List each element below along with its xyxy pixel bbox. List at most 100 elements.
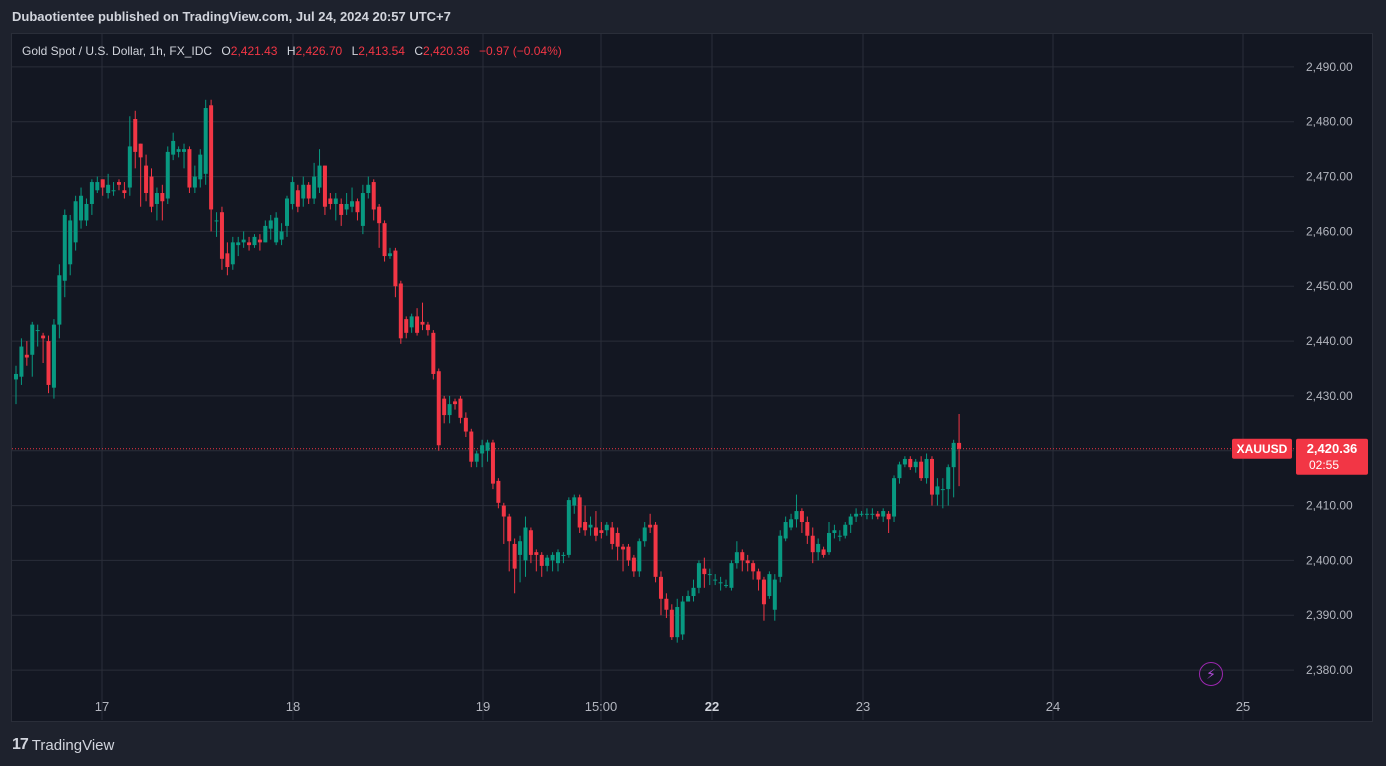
symbol-tag bbox=[1232, 438, 1292, 459]
candle-body bbox=[539, 554, 544, 566]
candle-body bbox=[756, 571, 761, 580]
candle-body bbox=[436, 371, 441, 446]
candle-body bbox=[317, 165, 322, 188]
tradingview-logo[interactable]: 17 TradingView bbox=[12, 736, 114, 754]
candle-body bbox=[187, 149, 192, 188]
candle-body bbox=[154, 193, 159, 204]
candle-body bbox=[409, 316, 414, 328]
x-tick-label: 24 bbox=[1046, 699, 1060, 714]
candle-body bbox=[480, 445, 485, 454]
candle-body bbox=[393, 250, 398, 287]
candle-body bbox=[691, 587, 696, 597]
candle-body bbox=[241, 239, 246, 243]
candle-body bbox=[263, 225, 268, 243]
candle-body bbox=[133, 118, 138, 152]
candle-body bbox=[100, 179, 105, 188]
candle-body bbox=[767, 574, 772, 597]
candle-body bbox=[610, 527, 615, 544]
candle-body bbox=[935, 486, 940, 495]
x-tick-label: 23 bbox=[856, 699, 870, 714]
candle-body bbox=[398, 283, 403, 339]
candle-body bbox=[534, 552, 539, 555]
candle-body bbox=[84, 203, 89, 221]
candle-body bbox=[713, 579, 718, 581]
candle-body bbox=[431, 332, 436, 374]
candle-body bbox=[328, 198, 333, 204]
candle-body bbox=[458, 398, 463, 418]
low-label: L bbox=[351, 44, 359, 58]
candle-body bbox=[702, 568, 707, 575]
candle-body bbox=[669, 609, 674, 638]
candle-body bbox=[138, 143, 143, 158]
publish-header: Dubaotientee published on TradingView.co… bbox=[12, 9, 451, 24]
candle-body bbox=[371, 182, 376, 210]
x-tick-label: 17 bbox=[95, 699, 109, 714]
y-tick-label: 2,490.00 bbox=[1306, 60, 1353, 74]
candle-body bbox=[881, 511, 886, 517]
open-label: O bbox=[221, 44, 231, 58]
chart-legend: Gold Spot / U.S. Dollar, 1h, FX_IDC O2,4… bbox=[22, 44, 562, 58]
candle-body bbox=[566, 500, 571, 555]
last-price-tag bbox=[1296, 438, 1368, 475]
candle-body bbox=[751, 563, 756, 572]
candle-body bbox=[171, 140, 176, 155]
candle-body bbox=[496, 480, 501, 503]
candle-body bbox=[247, 242, 252, 246]
candle-body bbox=[832, 530, 837, 533]
instrument-label: Gold Spot / U.S. Dollar, 1h, FX_IDC bbox=[22, 44, 213, 58]
candle-body bbox=[51, 324, 56, 388]
candle-body bbox=[859, 513, 864, 515]
candle-body bbox=[724, 585, 729, 587]
candle-body bbox=[794, 511, 799, 520]
candle-body bbox=[577, 497, 582, 528]
candle-body bbox=[182, 149, 187, 152]
candle-body bbox=[686, 596, 691, 602]
candle-body bbox=[95, 182, 100, 191]
candle-body bbox=[778, 535, 783, 577]
candle-body bbox=[453, 401, 458, 405]
candle-body bbox=[501, 505, 506, 517]
candle-body bbox=[615, 532, 620, 547]
candle-body bbox=[707, 574, 712, 576]
candle-body bbox=[875, 513, 880, 517]
candle-body bbox=[843, 524, 848, 536]
candle-body bbox=[209, 105, 214, 210]
candle-body bbox=[864, 513, 869, 515]
candle-body bbox=[127, 146, 132, 188]
price-tag: XAUUSD 2,420.36 02:55 bbox=[1232, 438, 1368, 475]
candle-body bbox=[523, 527, 528, 561]
candle-body bbox=[805, 522, 810, 536]
grid bbox=[12, 34, 1294, 720]
y-tick-label: 2,440.00 bbox=[1306, 334, 1353, 348]
candle-body bbox=[940, 489, 945, 491]
chart-pane[interactable] bbox=[11, 33, 1373, 722]
candle-body bbox=[279, 231, 284, 240]
candle-body bbox=[870, 513, 875, 515]
change-value: −0.97 (−0.04%) bbox=[479, 44, 562, 58]
y-tick-label: 2,450.00 bbox=[1306, 279, 1353, 293]
candle-body bbox=[631, 557, 636, 572]
candle-body bbox=[122, 190, 127, 194]
candle-body bbox=[528, 530, 533, 555]
candle-body bbox=[68, 220, 73, 265]
candle-body bbox=[848, 516, 853, 525]
candle-body bbox=[30, 324, 35, 355]
price-axis: 2,490.00 2,480.00 2,470.00 2,460.00 2,450.00… bbox=[1306, 60, 1353, 677]
candle-body bbox=[474, 453, 479, 462]
candle-body bbox=[951, 442, 956, 468]
x-tick-label: 15:00 bbox=[585, 699, 618, 714]
candle-body bbox=[73, 201, 78, 243]
candle-body bbox=[924, 458, 929, 479]
candle-body bbox=[507, 516, 512, 542]
candle-body bbox=[718, 582, 723, 584]
candle-body bbox=[664, 598, 669, 610]
y-tick-label: 2,460.00 bbox=[1306, 224, 1353, 238]
lightning-icon[interactable]: ⚡ bbox=[1199, 662, 1223, 686]
candle-body bbox=[339, 203, 344, 215]
candle-body bbox=[572, 497, 577, 506]
candle-body bbox=[333, 198, 338, 204]
candle-body bbox=[350, 201, 355, 207]
candle-body bbox=[312, 176, 317, 199]
candle-body bbox=[545, 557, 550, 566]
